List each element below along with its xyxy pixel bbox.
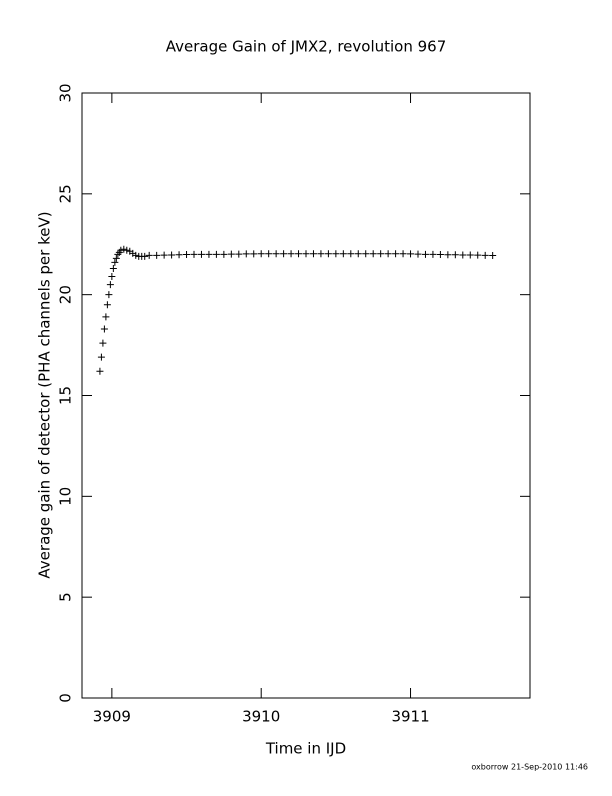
data-point xyxy=(436,251,444,259)
data-point xyxy=(272,250,280,258)
data-point xyxy=(96,367,104,375)
data-point xyxy=(369,250,377,258)
data-point xyxy=(102,313,110,321)
y-tick-label: 0 xyxy=(57,693,75,703)
data-point xyxy=(339,250,347,258)
data-point xyxy=(347,250,355,258)
data-point xyxy=(324,250,332,258)
footer: oxborrow 21-Sep-2010 11:46 xyxy=(471,763,588,772)
data-point xyxy=(421,250,429,258)
data-point xyxy=(141,252,149,260)
data-point xyxy=(111,258,119,266)
data-point xyxy=(414,250,422,258)
y-tick-label: 30 xyxy=(57,83,75,102)
data-point xyxy=(407,250,415,258)
data-point xyxy=(451,251,459,259)
data-point xyxy=(459,251,467,259)
data-point xyxy=(317,250,325,258)
data-point xyxy=(112,254,120,262)
data-point xyxy=(362,250,370,258)
data-point xyxy=(123,246,131,254)
x-tick-label: 3910 xyxy=(242,708,280,726)
data-point xyxy=(212,250,220,258)
data-point xyxy=(109,264,117,272)
data-point xyxy=(153,251,161,259)
data-point xyxy=(108,273,116,281)
data-point xyxy=(120,245,128,253)
data-point xyxy=(235,250,243,258)
data-point xyxy=(183,251,191,259)
y-tick-label: 5 xyxy=(57,592,75,602)
data-point xyxy=(106,281,114,289)
data-point xyxy=(220,250,228,258)
data-point xyxy=(175,251,183,259)
data-point xyxy=(257,250,265,258)
data-point xyxy=(97,353,105,361)
data-point xyxy=(474,251,482,259)
x-tick-label: 3909 xyxy=(93,708,131,726)
data-point xyxy=(302,250,310,258)
data-point xyxy=(444,251,452,259)
y-tick-label: 20 xyxy=(57,285,75,304)
data-point xyxy=(287,250,295,258)
data-point xyxy=(205,250,213,258)
data-point xyxy=(332,250,340,258)
data-point xyxy=(99,339,107,347)
y-tick-label: 10 xyxy=(57,487,75,506)
data-point xyxy=(481,251,489,259)
data-point xyxy=(190,250,198,258)
data-point xyxy=(197,250,205,258)
data-point xyxy=(489,252,497,260)
chart-title: Average Gain of JMX2, revolution 967 xyxy=(166,38,447,56)
data-point xyxy=(354,250,362,258)
data-point xyxy=(384,250,392,258)
data-point xyxy=(429,250,437,258)
data-point xyxy=(145,251,153,259)
data-point xyxy=(265,250,273,258)
data-point xyxy=(250,250,258,258)
data-point xyxy=(117,246,125,254)
data-point xyxy=(377,250,385,258)
data-point xyxy=(100,325,108,333)
data-point xyxy=(227,250,235,258)
y-axis-label: Average gain of detector (PHA channels p… xyxy=(36,211,54,578)
data-point xyxy=(168,251,176,259)
data-point xyxy=(309,250,317,258)
data-point xyxy=(466,251,474,259)
data-point xyxy=(392,250,400,258)
data-point xyxy=(160,251,168,259)
x-axis-label: Time in IJD xyxy=(265,740,346,758)
data-point xyxy=(242,250,250,258)
y-tick-label: 25 xyxy=(57,184,75,203)
data-point xyxy=(295,250,303,258)
data-point xyxy=(399,250,407,258)
data-point xyxy=(103,301,111,309)
y-tick-label: 15 xyxy=(57,386,75,405)
data-point xyxy=(105,291,113,299)
data-point xyxy=(132,251,140,259)
x-tick-label: 3911 xyxy=(391,708,429,726)
data-point xyxy=(280,250,288,258)
